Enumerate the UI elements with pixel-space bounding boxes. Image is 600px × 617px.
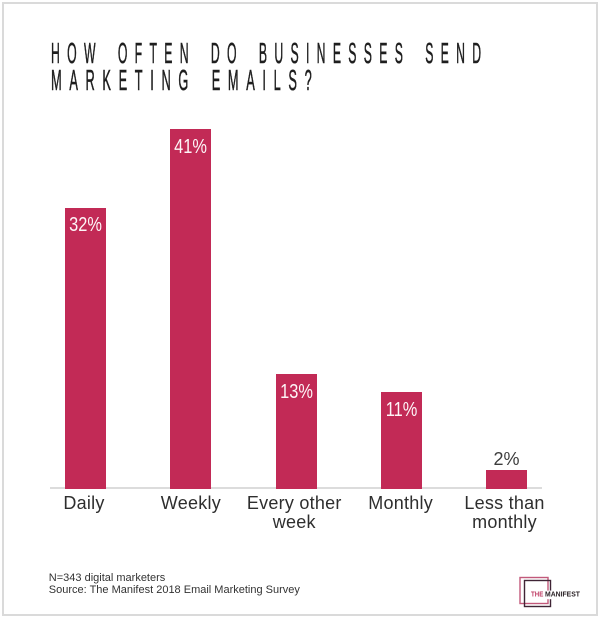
svg-text:MANIFEST: MANIFEST <box>545 590 580 599</box>
svg-text:THE: THE <box>531 590 543 599</box>
